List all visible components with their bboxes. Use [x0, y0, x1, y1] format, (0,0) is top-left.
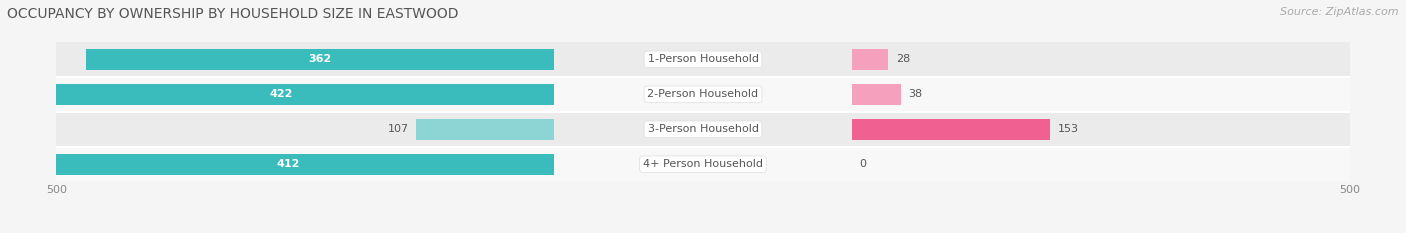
Text: 107: 107: [388, 124, 409, 134]
Text: 3-Person Household: 3-Person Household: [648, 124, 758, 134]
Text: OCCUPANCY BY OWNERSHIP BY HOUSEHOLD SIZE IN EASTWOOD: OCCUPANCY BY OWNERSHIP BY HOUSEHOLD SIZE…: [7, 7, 458, 21]
Bar: [416, 119, 554, 140]
Text: 153: 153: [1057, 124, 1078, 134]
Bar: [86, 49, 554, 70]
Text: 38: 38: [908, 89, 922, 99]
Text: 362: 362: [308, 55, 332, 64]
Text: 422: 422: [270, 89, 292, 99]
Text: 2-Person Household: 2-Person Household: [647, 89, 759, 99]
Text: 0: 0: [859, 159, 866, 169]
Bar: [56, 112, 1350, 147]
Bar: [8, 84, 554, 105]
Bar: [56, 42, 1350, 77]
Bar: [852, 49, 889, 70]
Bar: [21, 154, 554, 175]
Text: 1-Person Household: 1-Person Household: [648, 55, 758, 64]
Text: 412: 412: [276, 159, 299, 169]
Bar: [852, 84, 901, 105]
Text: Source: ZipAtlas.com: Source: ZipAtlas.com: [1281, 7, 1399, 17]
Text: 4+ Person Household: 4+ Person Household: [643, 159, 763, 169]
Text: 28: 28: [896, 55, 910, 64]
Bar: [56, 147, 1350, 182]
Bar: [852, 119, 1050, 140]
Bar: [56, 77, 1350, 112]
